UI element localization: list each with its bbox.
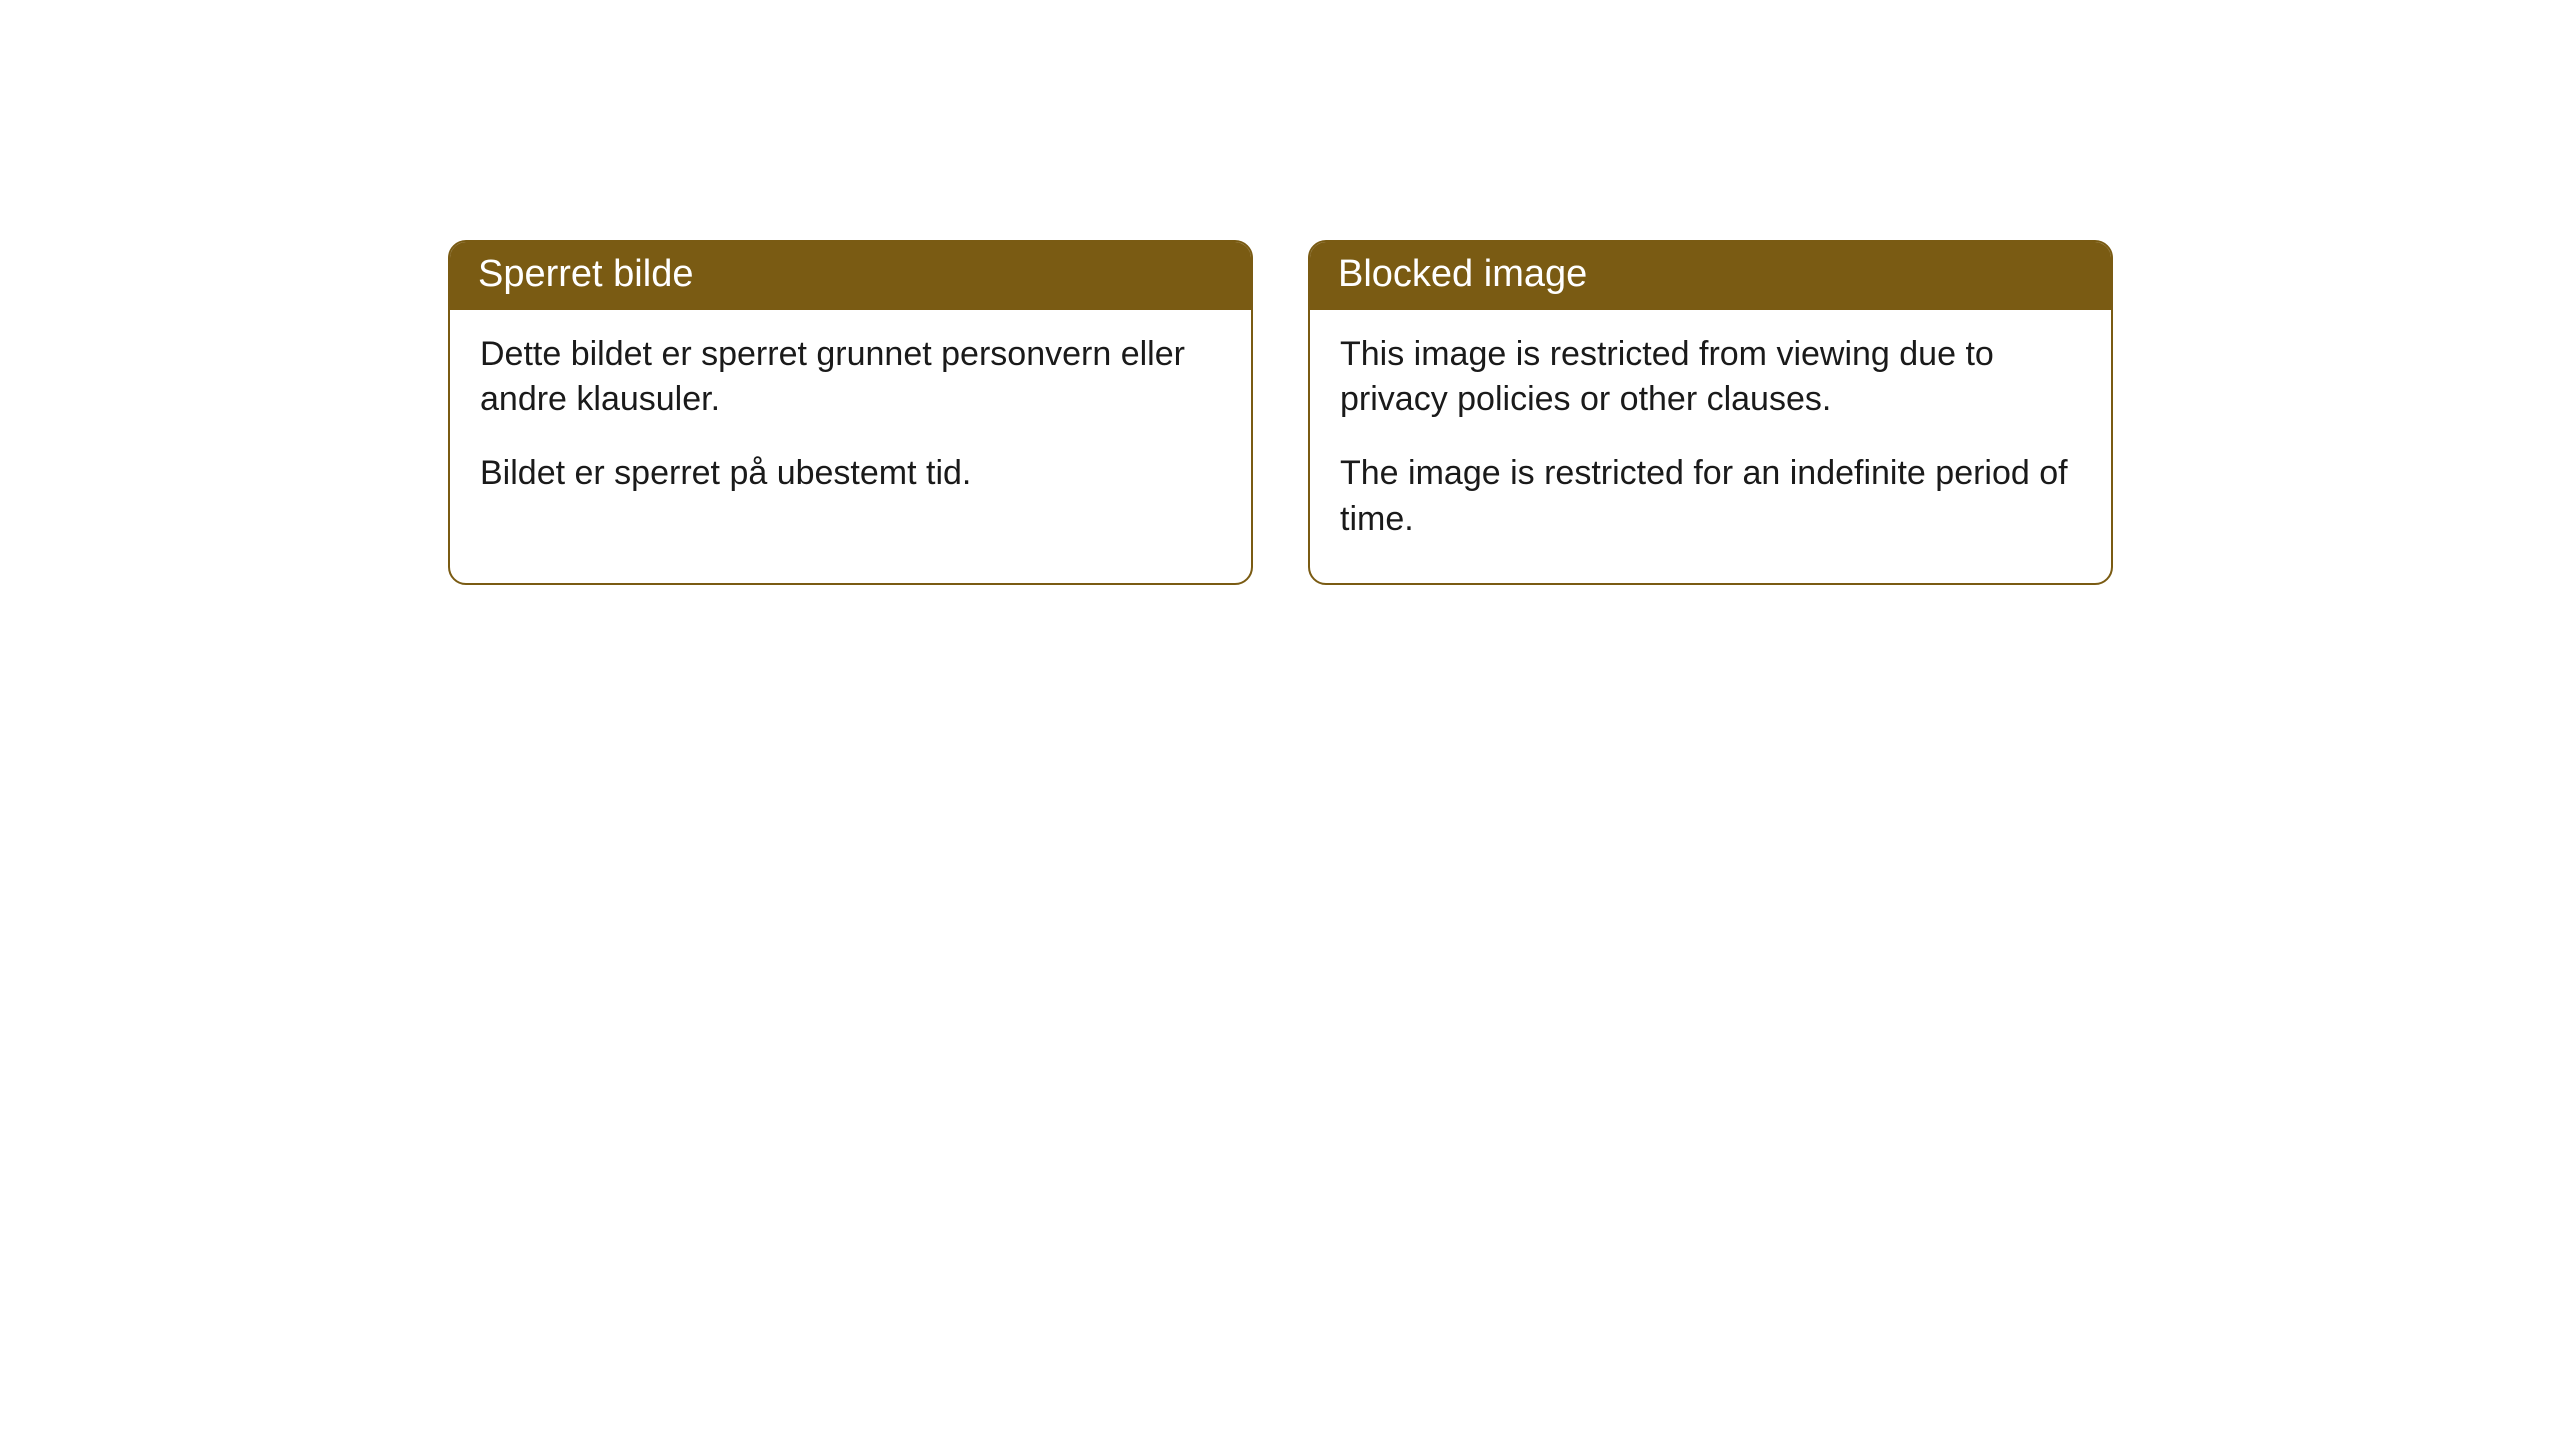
notice-card-english: Blocked image This image is restricted f… [1308,240,2113,585]
body-paragraph-1: This image is restricted from viewing du… [1340,332,2081,424]
card-body: This image is restricted from viewing du… [1310,310,2111,584]
body-paragraph-2: The image is restricted for an indefinit… [1340,451,2081,543]
card-body: Dette bildet er sperret grunnet personve… [450,310,1251,538]
card-header: Sperret bilde [450,242,1251,310]
body-paragraph-1: Dette bildet er sperret grunnet personve… [480,332,1221,424]
body-paragraph-2: Bildet er sperret på ubestemt tid. [480,451,1221,497]
notice-container: Sperret bilde Dette bildet er sperret gr… [448,240,2113,585]
card-header: Blocked image [1310,242,2111,310]
notice-card-norwegian: Sperret bilde Dette bildet er sperret gr… [448,240,1253,585]
